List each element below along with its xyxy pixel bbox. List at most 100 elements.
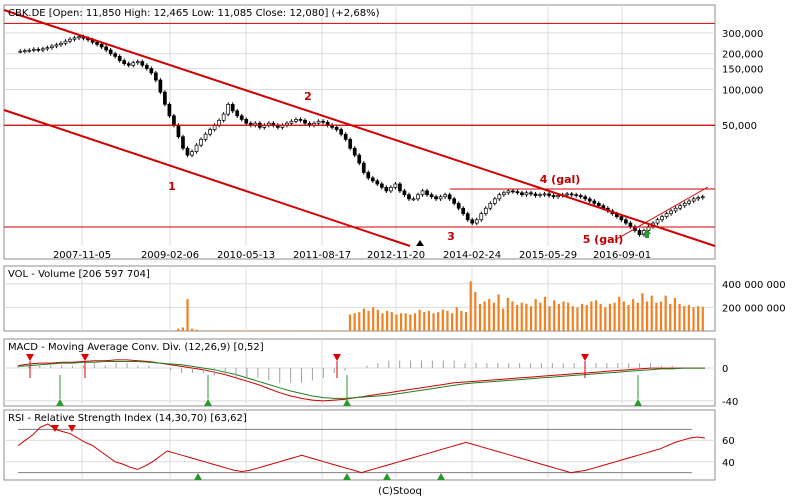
sell-signal-marker [333,354,341,361]
rsi-y-ticks: 60 40 [722,436,735,469]
support-line [614,186,709,241]
candle-body [208,129,212,135]
volume-title: VOL - Volume [206 597 704] [8,269,150,280]
candle-body [172,115,176,126]
volume-bar [251,330,254,331]
candle-body [520,192,524,196]
volume-bar [502,308,505,331]
volume-bar [585,305,588,331]
volume-bar [469,281,472,331]
volume-bar [659,301,663,331]
volume-bar [701,306,704,331]
candle-body [547,193,551,196]
volume-bar [534,299,537,331]
candle-body [384,186,389,192]
volume-bar [636,302,639,331]
volume-bar [543,296,547,331]
candle-body [669,210,673,215]
volume-bar [293,330,296,331]
volume-bar [246,330,249,331]
x-tick-label: 2014-02-24 [443,250,501,261]
candle-body [515,191,520,194]
candle-body [465,213,470,221]
volume-bar [265,330,268,331]
volume-bar [692,307,695,331]
candle-body [678,205,682,209]
volume-bar [381,313,384,331]
candle-body [348,139,353,149]
candle-body [343,133,348,140]
candle-body [135,61,140,64]
volume-bar [529,306,533,331]
candle-body [461,207,466,215]
candle-body [140,61,145,66]
candle-body [447,194,452,200]
rsi-title: RSI - Relative Strength Index (14,30,70)… [8,413,247,424]
candle-body [425,190,429,196]
volume-bar [409,314,412,331]
volume-bar [655,302,658,331]
candle-body [352,147,357,156]
candle-body [370,177,375,182]
candle-body [144,64,149,69]
candle-body [108,49,113,55]
candle-body [673,207,678,212]
candle-body [569,193,574,196]
candle-body [366,172,371,179]
volume-bar [269,330,273,331]
volume-bar [344,330,347,331]
candle-body [113,53,118,57]
volume-bar [576,307,579,331]
volume-bar [395,314,398,331]
y-tick-label: 400 000 000 [722,280,786,291]
price-title: CBK.DE [Open: 11,850 High: 12,465 Low: 1… [8,8,380,19]
candle-body [479,213,484,221]
volume-bar [307,330,310,331]
y-tick-label: 60 [722,436,735,447]
volume-bar [423,312,426,331]
buy-signal-marker [204,399,212,406]
volume-bar [599,303,602,331]
candle-body [45,47,50,50]
macd-markers [26,354,642,406]
candle-body [407,194,411,200]
volume-bar [664,295,667,331]
candle-body [587,198,592,202]
candle-body [375,180,380,185]
candle-body [443,194,447,198]
candle-body [655,219,660,224]
volume-bar [195,329,198,331]
footer-copyright: (C)Stooq [378,486,422,497]
annotation-label: 3 [447,230,455,243]
annotation-label: 4 (gal) [540,173,581,186]
candle-body [239,115,244,120]
candle-body [533,193,538,196]
volume-bar [358,312,361,331]
volume-bar [516,305,519,331]
candle-body [434,196,438,200]
x-tick-label: 2015-05-29 [519,250,577,261]
volume-bar [288,330,291,331]
candle-body [574,194,579,197]
candle-body [393,183,398,188]
candle-body [538,194,542,197]
candle-body [190,151,194,156]
y-tick-label: 200 000 000 [722,303,786,314]
candle-body [438,196,443,200]
candle-body [230,103,235,112]
candle-body [36,48,41,51]
annotation-label: 5 (gal) [583,233,624,246]
candle-body [77,36,81,39]
buy-signal-marker [343,399,351,406]
candle-body [565,193,569,196]
volume-bar [334,330,338,331]
volume-bar [613,302,616,331]
rsi-oversold-marker [343,473,351,480]
volume-bar [604,307,607,331]
volume-bar [223,330,226,331]
x-tick-label: 2012-11-20 [367,250,425,261]
volume-bar [553,300,556,331]
candle-body [628,222,633,227]
volume-bar [474,292,477,331]
candle-body [619,216,624,221]
